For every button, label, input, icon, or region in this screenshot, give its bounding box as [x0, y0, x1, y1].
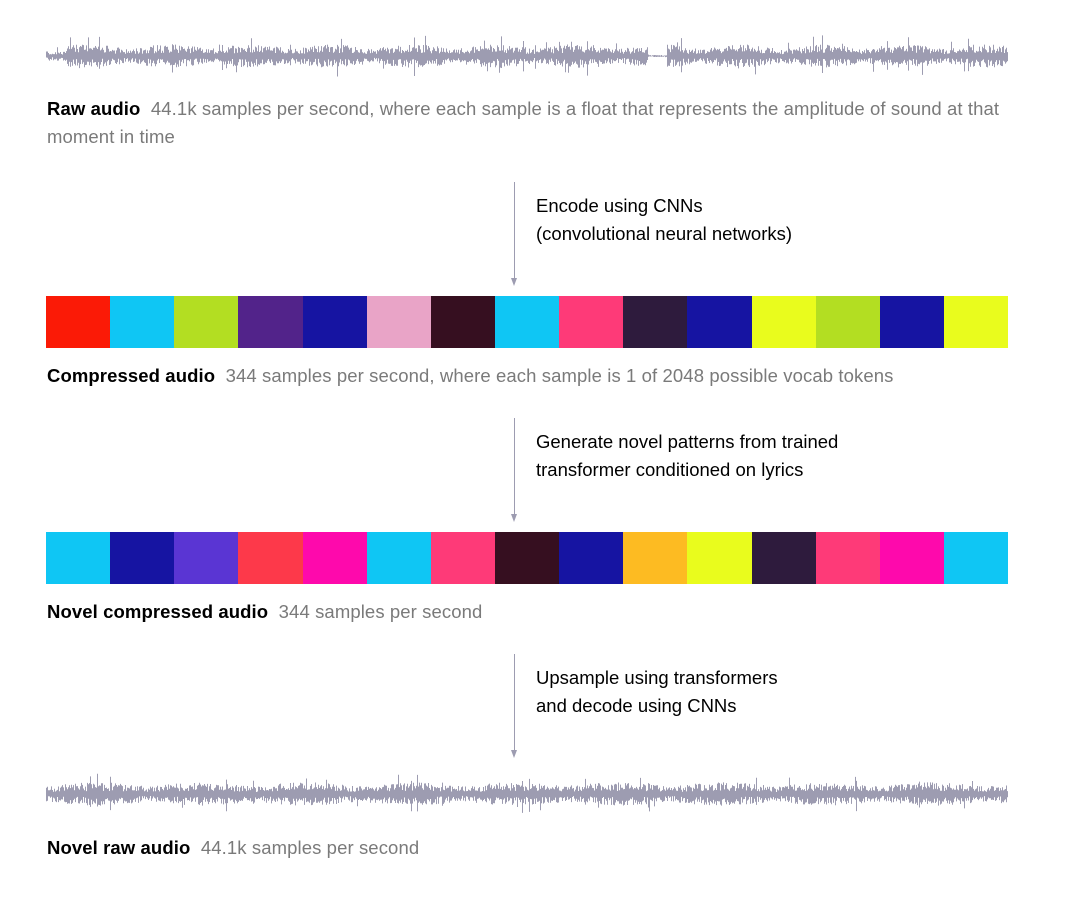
compressed-audio-token — [815, 296, 880, 348]
compressed-audio-token — [302, 296, 367, 348]
novel-raw-audio-waveform — [46, 768, 1008, 820]
novel-compressed-audio-token — [110, 532, 175, 584]
compressed-audio-token — [174, 296, 239, 348]
novel-compressed-audio-token — [366, 532, 431, 584]
novel-compressed-audio-title: Novel compressed audio — [47, 601, 269, 622]
novel-compressed-audio-token — [943, 532, 1009, 584]
raw-audio-waveform-svg — [46, 35, 1008, 77]
novel-compressed-audio-token — [46, 532, 111, 584]
novel-compressed-audio-token — [430, 532, 495, 584]
novel-compressed-audio-token — [174, 532, 239, 584]
compressed-audio-token — [751, 296, 816, 348]
compressed-audio-token — [430, 296, 495, 348]
novel-compressed-audio-token — [815, 532, 880, 584]
novel-compressed-audio-tokens — [46, 532, 1009, 584]
novel-compressed-audio-token — [559, 532, 624, 584]
generate-arrow-line — [514, 418, 516, 518]
novel-compressed-audio-description: 344 samples per second — [278, 601, 483, 622]
compressed-audio-token — [494, 296, 560, 348]
compressed-audio-token — [879, 296, 944, 348]
compressed-audio-tokens — [46, 296, 1009, 348]
upsample-step-label: Upsample using transformers and decode u… — [536, 667, 778, 716]
novel-compressed-audio-token — [879, 532, 944, 584]
generate-step-label: Generate novel patterns from trained tra… — [536, 431, 839, 480]
encode-arrowhead-icon — [511, 278, 517, 286]
compressed-audio-caption: Compressed audio 344 samples per second,… — [47, 362, 1007, 390]
novel-compressed-audio-token — [751, 532, 816, 584]
compressed-audio-token — [46, 296, 111, 348]
compressed-audio-token — [238, 296, 303, 348]
novel-raw-audio-description: 44.1k samples per second — [200, 837, 420, 858]
novel-raw-audio-title: Novel raw audio — [47, 837, 191, 858]
upsample-arrowhead-icon — [511, 750, 517, 758]
raw-audio-title: Raw audio — [47, 98, 141, 119]
novel-raw-audio-waveform-svg — [46, 773, 1008, 813]
novel-compressed-audio-token — [494, 532, 560, 584]
compressed-audio-token — [623, 296, 688, 348]
compressed-audio-description: 344 samples per second, where each sampl… — [225, 365, 894, 386]
upsample-arrow-line — [514, 654, 516, 754]
novel-compressed-audio-token — [238, 532, 303, 584]
raw-audio-waveform — [46, 30, 1008, 82]
raw-audio-description: 44.1k samples per second, where each sam… — [47, 98, 1000, 147]
encode-step-label: Encode using CNNs (convolutional neural … — [536, 195, 793, 244]
compressed-audio-token — [366, 296, 431, 348]
novel-compressed-audio-token — [687, 532, 752, 584]
compressed-audio-token — [110, 296, 175, 348]
compressed-audio-title: Compressed audio — [47, 365, 216, 386]
compressed-audio-token — [943, 296, 1009, 348]
novel-raw-audio-caption: Novel raw audio 44.1k samples per second — [47, 834, 1007, 862]
compressed-audio-token — [559, 296, 624, 348]
novel-compressed-audio-token — [623, 532, 688, 584]
compressed-audio-token — [687, 296, 752, 348]
encode-arrow-line — [514, 182, 516, 282]
generate-arrowhead-icon — [511, 514, 517, 522]
raw-audio-caption: Raw audio 44.1k samples per second, wher… — [47, 95, 1007, 151]
novel-compressed-audio-token — [302, 532, 367, 584]
novel-compressed-audio-caption: Novel compressed audio 344 samples per s… — [47, 598, 1007, 626]
